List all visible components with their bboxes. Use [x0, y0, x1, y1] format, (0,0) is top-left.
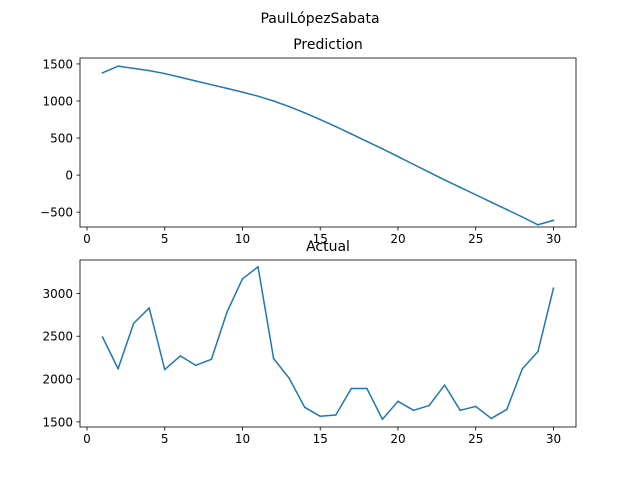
actual-ytick-label: 2500 — [42, 330, 73, 344]
prediction-data-point — [490, 201, 493, 203]
figure-suptitle: PaulLópezSabata — [260, 11, 379, 27]
actual-xtick-label: 25 — [468, 432, 483, 446]
actual-title: Actual — [306, 239, 350, 255]
actual-data-point — [366, 387, 368, 390]
actual-data-point — [179, 355, 182, 357]
actual-data-point — [443, 384, 446, 386]
prediction-data-point — [474, 193, 477, 196]
actual-data-point — [117, 367, 119, 370]
actual-ytick-label: 1500 — [42, 415, 73, 429]
actual-data-point — [334, 414, 337, 416]
prediction-ytick-label: 1500 — [42, 57, 73, 71]
actual-data-point — [288, 377, 290, 379]
actual-series-line — [101, 266, 555, 421]
actual-data-point — [101, 336, 104, 338]
prediction-data-point — [552, 219, 555, 222]
actual-data-point — [163, 368, 166, 371]
actual-data-point — [148, 307, 150, 309]
prediction-data-point — [117, 65, 119, 67]
prediction-data-point — [257, 95, 259, 97]
actual-data-point — [350, 387, 353, 390]
actual-data-point — [241, 278, 244, 280]
actual-data-point — [303, 406, 306, 409]
actual-data-point — [132, 322, 135, 325]
prediction-data-point — [459, 186, 461, 189]
actual-data-point — [195, 364, 197, 367]
prediction-series-line — [101, 65, 555, 226]
prediction-xtick-label: 15 — [313, 232, 328, 246]
actual-data-point — [459, 409, 461, 412]
prediction-ytick-label: 500 — [50, 132, 73, 146]
actual-data-point — [537, 350, 539, 353]
actual-data-point — [490, 417, 493, 420]
actual-data-point — [474, 405, 477, 408]
prediction-data-point — [521, 216, 524, 218]
prediction-data-point — [148, 69, 150, 72]
prediction-xtick-label: 0 — [83, 232, 91, 246]
actual-data-point — [319, 415, 322, 418]
actual-ytick-label: 2000 — [42, 373, 73, 387]
prediction-data-point — [350, 133, 353, 135]
prediction-data-point — [412, 163, 415, 166]
actual-data-point — [397, 400, 399, 403]
prediction-data-point — [428, 171, 430, 173]
prediction-axes-frame — [79, 57, 577, 228]
prediction-ytick-label: 0 — [65, 169, 73, 183]
actual-xtick-label: 10 — [235, 432, 250, 446]
prediction-xtick-label: 25 — [468, 232, 483, 246]
prediction-data-point — [210, 83, 213, 86]
actual-data-point — [272, 357, 275, 360]
prediction-data-point — [334, 125, 337, 128]
prediction-xtick-label: 20 — [390, 232, 405, 246]
prediction-ytick-label: 1000 — [42, 94, 73, 108]
prediction-data-point — [303, 112, 306, 114]
actual-data-point — [552, 287, 555, 290]
actual-xtick-label: 0 — [83, 432, 91, 446]
prediction-data-point — [537, 223, 539, 226]
prediction-data-point — [241, 91, 244, 93]
prediction-title: Prediction — [293, 37, 363, 53]
prediction-data-point — [163, 72, 166, 75]
prediction-data-point — [179, 76, 182, 79]
actual-xtick-label: 30 — [546, 432, 561, 446]
prediction-ytick-label: −500 — [40, 206, 73, 220]
actual-data-point — [506, 408, 508, 411]
actual-data-point — [381, 418, 384, 421]
actual-axes-frame — [79, 259, 577, 428]
prediction-data-point — [272, 100, 275, 102]
prediction-data-point — [381, 148, 384, 150]
prediction-xtick-label: 10 — [235, 232, 250, 246]
prediction-data-point — [226, 87, 228, 90]
actual-xtick-label: 5 — [161, 432, 169, 446]
subplot-actual: 0 5 10 15 20 25 30 1500 2000 2500 3000 Actual — [42, 239, 577, 446]
actual-xtick-label: 20 — [390, 432, 405, 446]
actual-xtick-label: 15 — [313, 432, 328, 446]
actual-data-point — [412, 409, 415, 412]
prediction-xtick-label: 5 — [161, 232, 169, 246]
subplot-prediction: 0 5 10 15 20 25 30 −500 0 500 1000 1500 Prediction — [40, 37, 577, 246]
actual-data-point — [257, 266, 259, 268]
prediction-data-point — [443, 179, 446, 181]
actual-data-point — [521, 367, 524, 370]
prediction-data-point — [195, 80, 197, 82]
prediction-data-point — [319, 118, 322, 121]
actual-data-point — [226, 311, 228, 314]
prediction-data-point — [366, 140, 368, 143]
prediction-xtick-label: 30 — [546, 232, 561, 246]
prediction-data-point — [397, 155, 399, 158]
actual-ytick-label: 3000 — [42, 287, 73, 301]
prediction-data-point — [506, 208, 508, 211]
prediction-data-point — [101, 72, 104, 74]
actual-data-point — [428, 404, 430, 407]
actual-data-point — [210, 358, 213, 361]
prediction-data-point — [288, 105, 290, 108]
prediction-data-point — [132, 67, 135, 70]
